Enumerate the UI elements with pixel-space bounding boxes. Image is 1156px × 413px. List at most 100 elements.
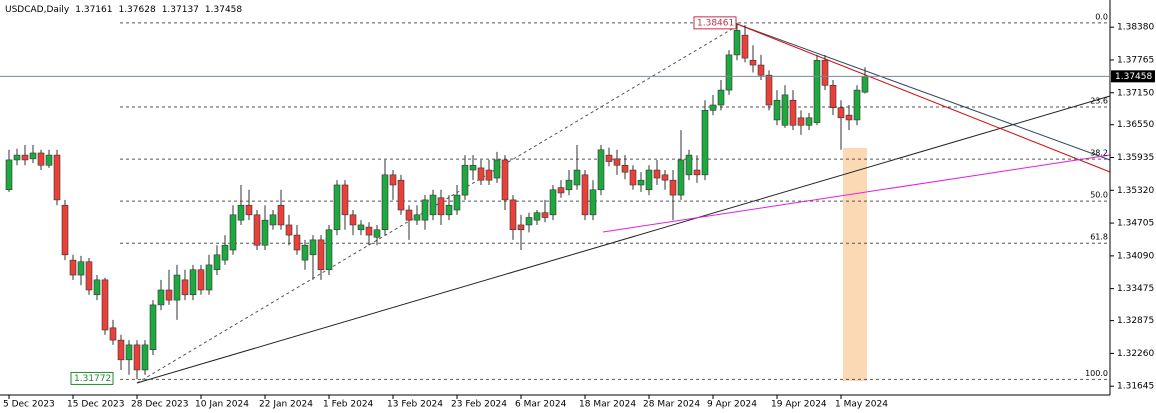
candle-body <box>285 224 293 236</box>
candle-body <box>757 64 765 76</box>
header-close: 1.37458 <box>205 5 242 15</box>
candle-body <box>629 169 637 186</box>
candle-body <box>413 214 421 221</box>
low-price-label: 1.31772 <box>74 374 111 384</box>
candle-body <box>453 194 461 211</box>
candle-body <box>221 244 229 261</box>
candle-body <box>69 259 77 276</box>
candle-body <box>469 164 477 171</box>
candle-body <box>253 214 261 246</box>
candle-body <box>733 30 741 56</box>
x-tick-label: 22 Jan 2024 <box>259 400 313 410</box>
trend-line <box>136 95 1111 384</box>
candle-body <box>77 261 85 276</box>
fib-level-label: 38.2 <box>1090 149 1108 158</box>
candle-body <box>197 269 205 291</box>
candle-body <box>613 158 621 166</box>
candle-body <box>109 327 117 341</box>
candle-body <box>181 279 189 296</box>
candle-body <box>277 204 285 226</box>
candle-body <box>13 154 21 161</box>
candle-body <box>229 214 237 251</box>
candle-body <box>173 274 181 301</box>
y-tick-label: 1.35320 <box>1117 186 1154 196</box>
candle-body <box>45 154 53 166</box>
x-tick-label: 28 Dec 2023 <box>131 400 189 410</box>
y-tick-label: 1.32260 <box>1117 349 1154 359</box>
candle-body <box>85 261 93 291</box>
candle-body <box>93 279 101 296</box>
candle-body <box>117 339 125 361</box>
candle-body <box>125 344 133 361</box>
current-price-tag <box>1111 70 1155 83</box>
fib-level-label: 23.6 <box>1090 97 1108 106</box>
y-tick-label: 1.37765 <box>1117 55 1154 65</box>
candle-body <box>717 89 725 106</box>
candle-body <box>493 159 501 179</box>
candle-body <box>797 117 805 126</box>
x-tick-label: 9 Apr 2024 <box>707 400 757 410</box>
current-price-label: 1.37458 <box>1115 72 1152 82</box>
header-low: 1.37137 <box>162 5 199 15</box>
low-price-box <box>70 371 114 385</box>
candle-body <box>21 154 29 161</box>
candle-body <box>133 344 141 371</box>
candle-body <box>565 179 573 191</box>
header-open: 1.37161 <box>75 5 112 15</box>
candle-body <box>237 204 245 221</box>
candle-body <box>269 214 277 226</box>
candle-body <box>645 169 653 191</box>
candle-body <box>317 239 325 271</box>
y-tick-label: 1.36550 <box>1117 120 1154 130</box>
candle-body <box>357 224 365 231</box>
candle-body <box>365 226 373 236</box>
y-tick-label: 1.35935 <box>1117 153 1154 163</box>
y-tick-label: 1.33475 <box>1117 284 1154 294</box>
candle-body <box>581 174 589 216</box>
candle-body <box>661 174 669 181</box>
high-price-label: 1.38461 <box>697 18 734 28</box>
candle-body <box>477 167 485 181</box>
candle-body <box>781 94 789 126</box>
candle-body <box>325 229 333 271</box>
candle-body <box>525 217 533 226</box>
y-tick-label: 1.32875 <box>1117 316 1154 326</box>
candle-body <box>605 154 613 162</box>
y-tick-label: 1.37150 <box>1117 88 1154 98</box>
candle-body <box>37 152 45 166</box>
candle-body <box>701 110 709 176</box>
x-tick-label: 13 Feb 2024 <box>387 400 443 410</box>
candle-body <box>845 114 853 121</box>
candle-body <box>157 289 165 306</box>
candle-body <box>829 84 837 108</box>
x-tick-label: 1 Feb 2024 <box>323 400 374 410</box>
candle-body <box>861 76 869 93</box>
candle-body <box>485 169 493 181</box>
candle-body <box>853 89 861 121</box>
high-price-box <box>693 16 737 30</box>
candle-body <box>741 34 749 59</box>
x-tick-label: 10 Jan 2024 <box>195 400 249 410</box>
candle-body <box>533 212 541 221</box>
candle-body <box>693 169 701 176</box>
candle-body <box>61 204 69 256</box>
candle-body <box>549 189 557 216</box>
chart-header: USDCAD,Daily 1.37161 1.37628 1.37137 1.37458 <box>5 5 242 15</box>
x-tick-label: 1 May 2024 <box>835 400 888 410</box>
candle-body <box>389 174 397 186</box>
y-tick-label: 1.31645 <box>1117 382 1154 392</box>
candle-body <box>677 159 685 196</box>
chart-title: USDCAD,Daily <box>5 5 70 15</box>
candle-body <box>789 99 797 126</box>
y-tick-label: 1.34705 <box>1117 219 1154 229</box>
candle-body <box>541 212 549 218</box>
candle-body <box>765 74 773 106</box>
candle-body <box>429 194 437 216</box>
trend-line <box>736 23 1111 161</box>
trend-line <box>602 154 1111 233</box>
x-tick-label: 23 Feb 2024 <box>451 400 507 410</box>
x-tick-label: 28 Mar 2024 <box>643 400 700 410</box>
candle-body <box>421 199 429 221</box>
